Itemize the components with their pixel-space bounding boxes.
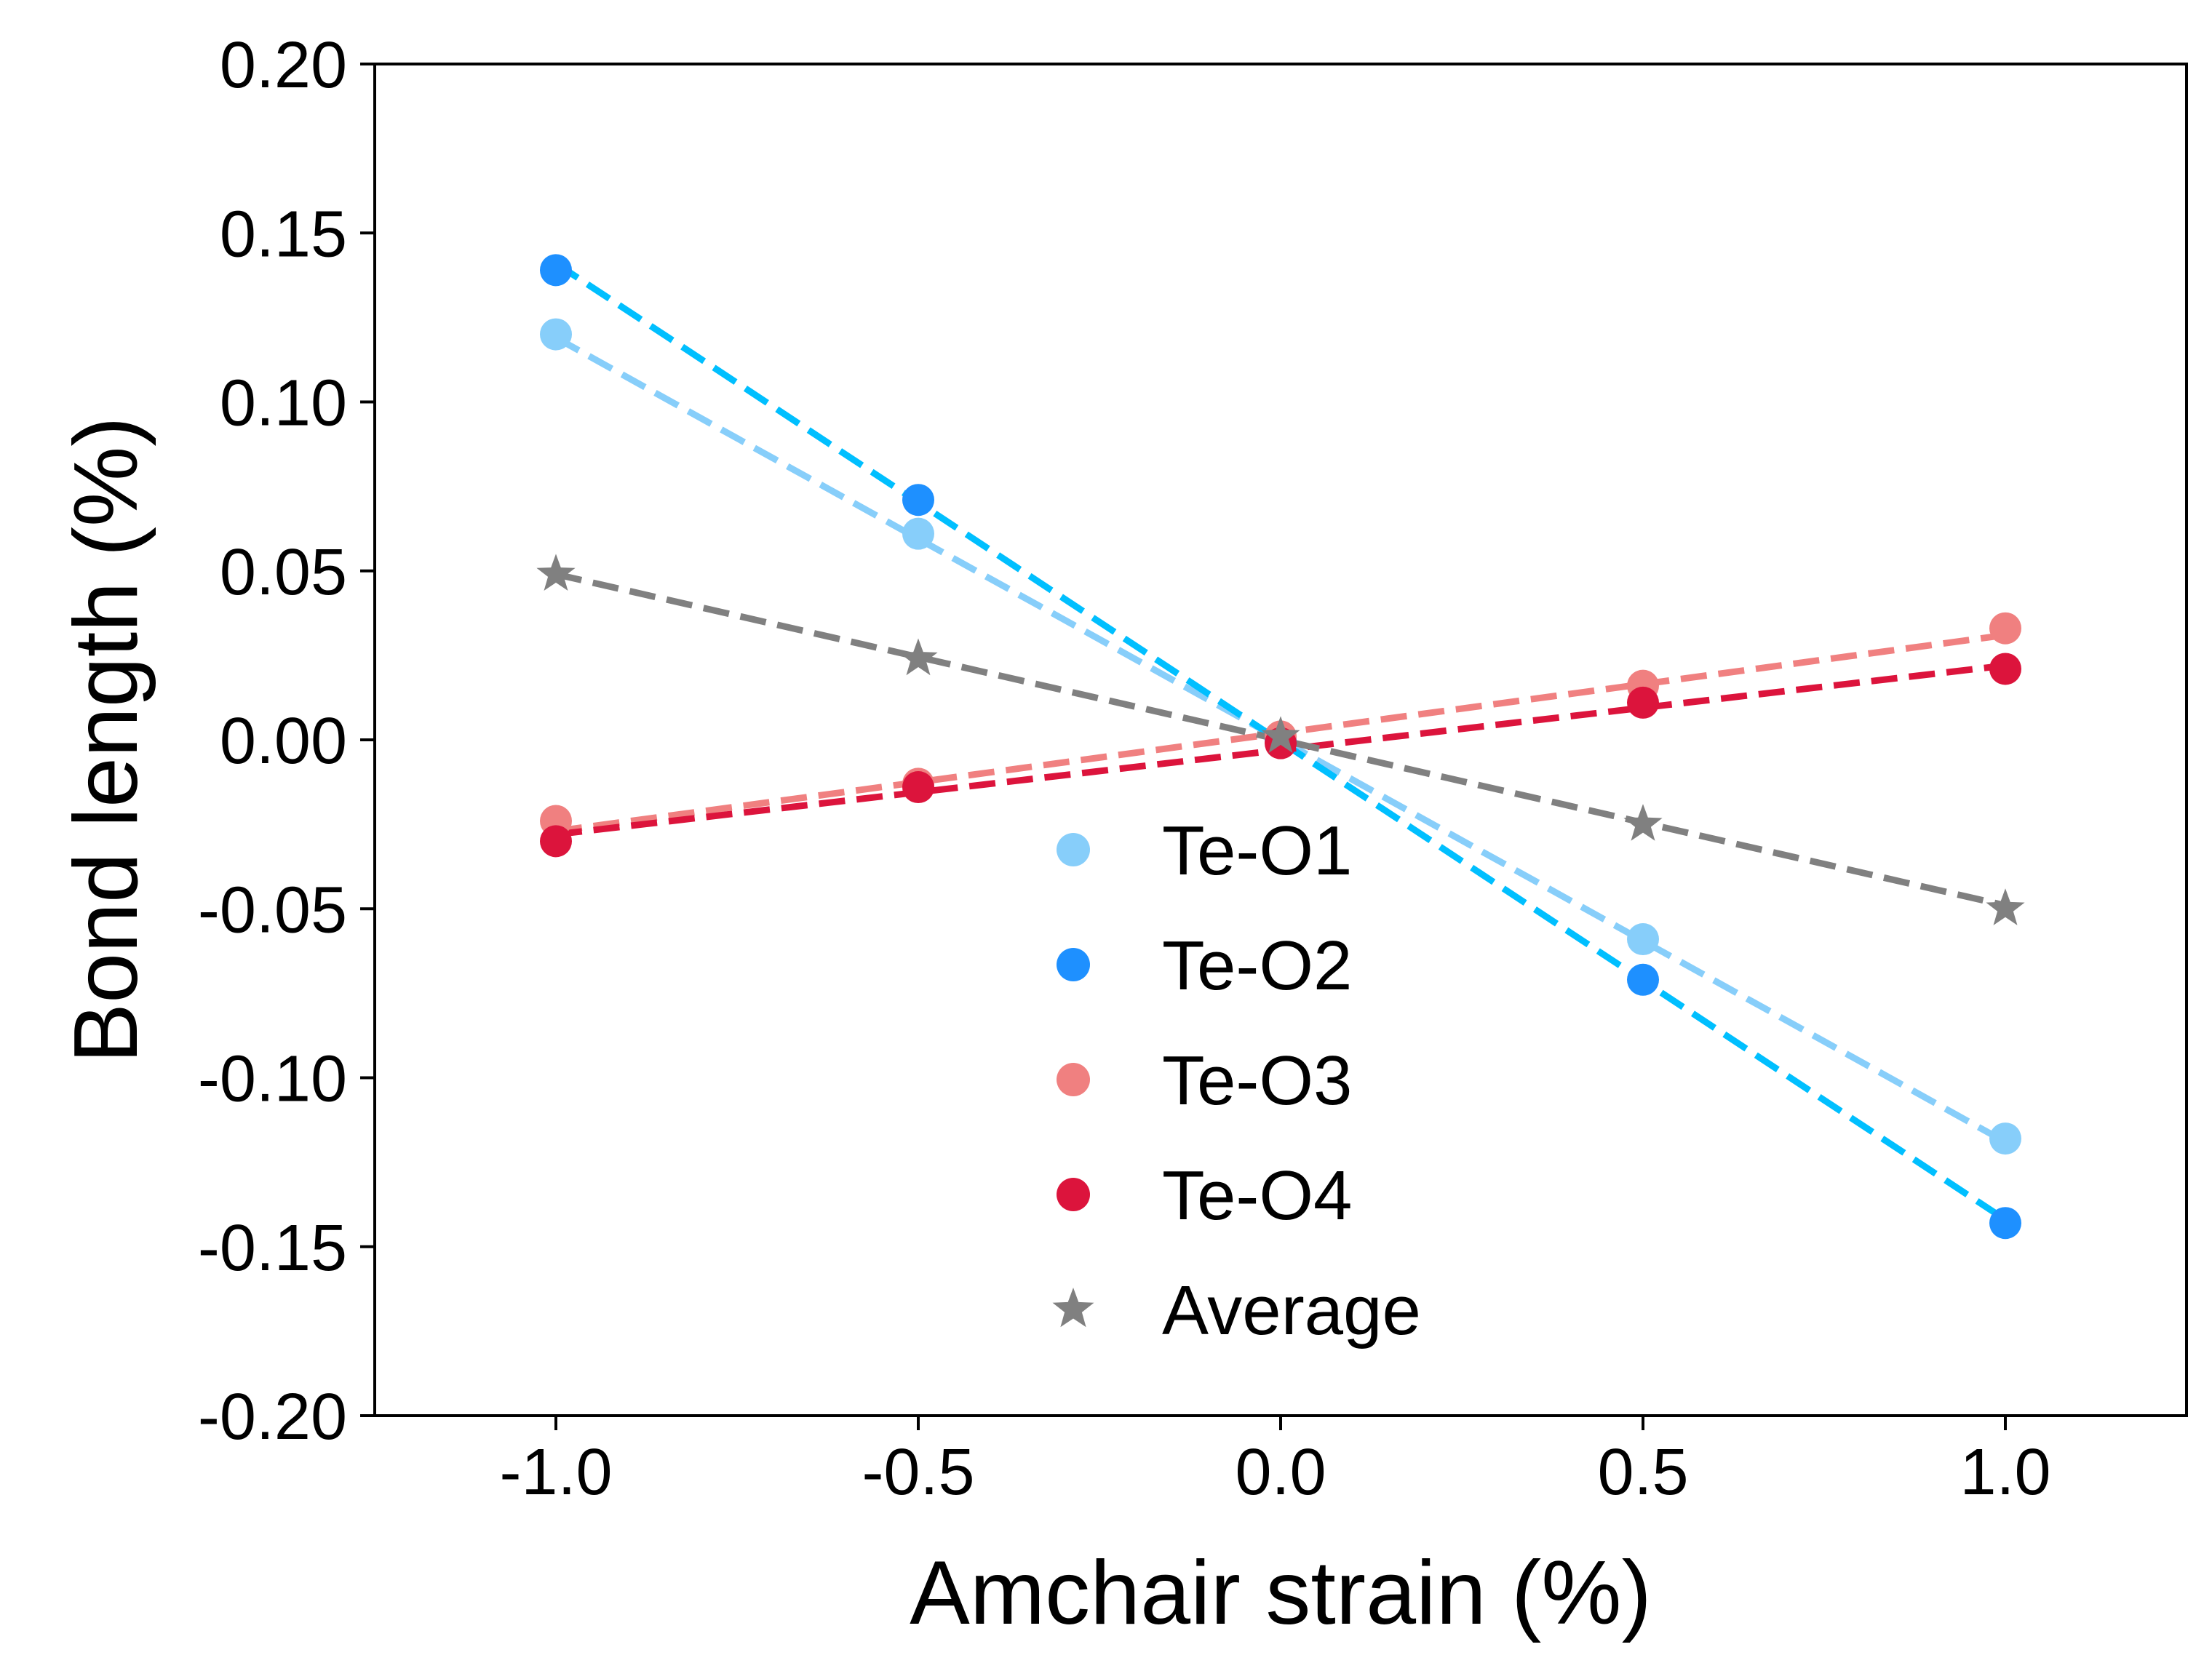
point-te-o4 (902, 771, 934, 804)
y-tick-label: 0.00 (220, 705, 347, 778)
fit-line-te-o2 (554, 260, 2008, 1223)
point-te-o1 (1627, 923, 1659, 956)
y-tick-label: -0.15 (198, 1212, 347, 1285)
y-tick-label: 0.15 (220, 198, 347, 271)
point-average (1623, 804, 1663, 841)
point-average (1986, 888, 2025, 925)
x-tick-label: 0.0 (1235, 1436, 1326, 1509)
legend-label-average: Average (1162, 1272, 1421, 1349)
point-average (1261, 716, 1300, 753)
y-tick-label: 0.20 (220, 29, 347, 102)
data-points (536, 254, 2025, 1240)
legend: Te-O1 Te-O2 Te-O3 Te-O4 Average (1052, 812, 1421, 1349)
x-axis-label: Amchair strain (%) (910, 1543, 1652, 1643)
legend-marker-te-o2 (1057, 948, 1090, 981)
legend-label-te-o1: Te-O1 (1162, 812, 1352, 890)
point-average (536, 554, 576, 591)
point-te-o2 (902, 484, 934, 517)
point-average (899, 638, 938, 676)
legend-label-te-o3: Te-O3 (1162, 1042, 1352, 1120)
x-axis: -1.0 -0.5 0.0 0.5 1.0 (499, 1416, 2051, 1509)
point-te-o4 (1627, 686, 1659, 719)
y-tick-label: -0.05 (198, 874, 347, 946)
point-te-o2 (1989, 1207, 2021, 1240)
x-tick-label: 0.5 (1597, 1436, 1688, 1509)
legend-marker-te-o1 (1057, 833, 1090, 866)
point-te-o1 (1989, 1122, 2021, 1155)
point-te-o2 (540, 254, 572, 287)
point-te-o1 (902, 517, 934, 550)
legend-marker-te-o4 (1057, 1178, 1090, 1211)
point-te-o2 (1627, 963, 1659, 996)
y-axis: 0.20 0.15 0.10 0.05 0.00 -0.05 -0.10 -0.15 -0.20 (198, 29, 375, 1453)
fit-line-te-o1 (554, 335, 2008, 1145)
point-te-o4 (1989, 653, 2021, 685)
y-tick-label: -0.10 (198, 1043, 347, 1116)
x-tick-label: -0.5 (862, 1436, 974, 1509)
legend-label-te-o4: Te-O4 (1162, 1157, 1352, 1235)
point-te-o3 (1989, 612, 2021, 645)
y-tick-label: 0.10 (220, 367, 347, 440)
x-tick-label: 1.0 (1960, 1436, 2050, 1509)
y-tick-label: 0.05 (220, 536, 347, 609)
legend-label-te-o2: Te-O2 (1162, 927, 1352, 1005)
point-te-o4 (540, 825, 572, 858)
y-tick-label: -0.20 (198, 1381, 347, 1453)
x-tick-label: -1.0 (499, 1436, 612, 1509)
y-axis-label: Bond length (%) (56, 416, 156, 1063)
legend-marker-te-o3 (1057, 1063, 1090, 1096)
point-te-o1 (540, 318, 572, 351)
legend-marker-average (1052, 1288, 1094, 1328)
